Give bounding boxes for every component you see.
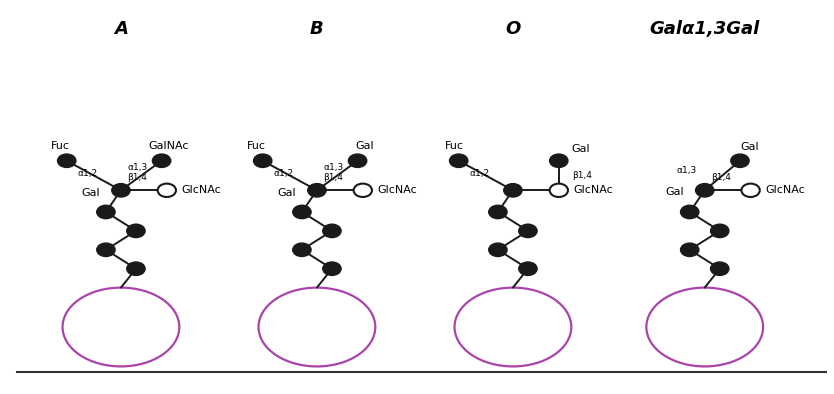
Ellipse shape: [349, 154, 367, 167]
Text: Galα1,3Gal: Galα1,3Gal: [650, 20, 760, 38]
Ellipse shape: [323, 224, 341, 238]
Text: α1,2: α1,2: [274, 169, 294, 178]
Text: Fuc: Fuc: [445, 141, 464, 151]
Ellipse shape: [293, 205, 311, 219]
Ellipse shape: [97, 205, 115, 219]
Ellipse shape: [519, 224, 537, 238]
Ellipse shape: [354, 184, 372, 197]
Ellipse shape: [323, 262, 341, 275]
Ellipse shape: [711, 224, 729, 238]
Text: Gal: Gal: [355, 141, 374, 151]
Text: Gal: Gal: [571, 144, 590, 154]
Text: Gal: Gal: [82, 188, 100, 198]
Ellipse shape: [293, 243, 311, 256]
Ellipse shape: [97, 243, 115, 256]
Ellipse shape: [711, 262, 729, 275]
Text: O: O: [505, 20, 520, 38]
Text: Fuc: Fuc: [247, 141, 265, 151]
Ellipse shape: [127, 262, 145, 275]
Ellipse shape: [254, 154, 272, 167]
Text: GlcNAc: GlcNAc: [574, 185, 614, 195]
Text: B: B: [310, 20, 324, 38]
Text: α1,3
β1,4: α1,3 β1,4: [324, 163, 344, 182]
Ellipse shape: [489, 243, 507, 256]
Text: β1,4: β1,4: [711, 173, 731, 182]
Text: Gal: Gal: [666, 187, 684, 197]
Text: α1,2: α1,2: [470, 169, 490, 178]
Ellipse shape: [504, 184, 522, 197]
Text: α1,3: α1,3: [676, 166, 696, 175]
Ellipse shape: [153, 154, 171, 167]
Text: Gal: Gal: [278, 188, 296, 198]
Ellipse shape: [550, 154, 568, 167]
Ellipse shape: [519, 262, 537, 275]
Text: GlcNAc: GlcNAc: [378, 185, 418, 195]
Ellipse shape: [741, 184, 760, 197]
Ellipse shape: [158, 184, 176, 197]
Text: GalNAc: GalNAc: [148, 141, 188, 151]
Ellipse shape: [308, 184, 326, 197]
Text: A: A: [114, 20, 128, 38]
Text: β1,4: β1,4: [572, 171, 592, 180]
Text: Fuc: Fuc: [51, 141, 69, 151]
Text: GlcNAc: GlcNAc: [182, 185, 222, 195]
Ellipse shape: [112, 184, 130, 197]
Ellipse shape: [681, 205, 699, 219]
Ellipse shape: [731, 154, 749, 167]
Ellipse shape: [127, 224, 145, 238]
Ellipse shape: [450, 154, 468, 167]
Text: α1,2: α1,2: [78, 169, 98, 178]
Text: α1,3
β1,4: α1,3 β1,4: [128, 163, 148, 182]
Ellipse shape: [550, 184, 568, 197]
Ellipse shape: [489, 205, 507, 219]
Ellipse shape: [58, 154, 76, 167]
Ellipse shape: [681, 243, 699, 256]
Ellipse shape: [696, 184, 714, 197]
Text: Gal: Gal: [741, 142, 759, 152]
Text: GlcNAc: GlcNAc: [766, 185, 806, 195]
